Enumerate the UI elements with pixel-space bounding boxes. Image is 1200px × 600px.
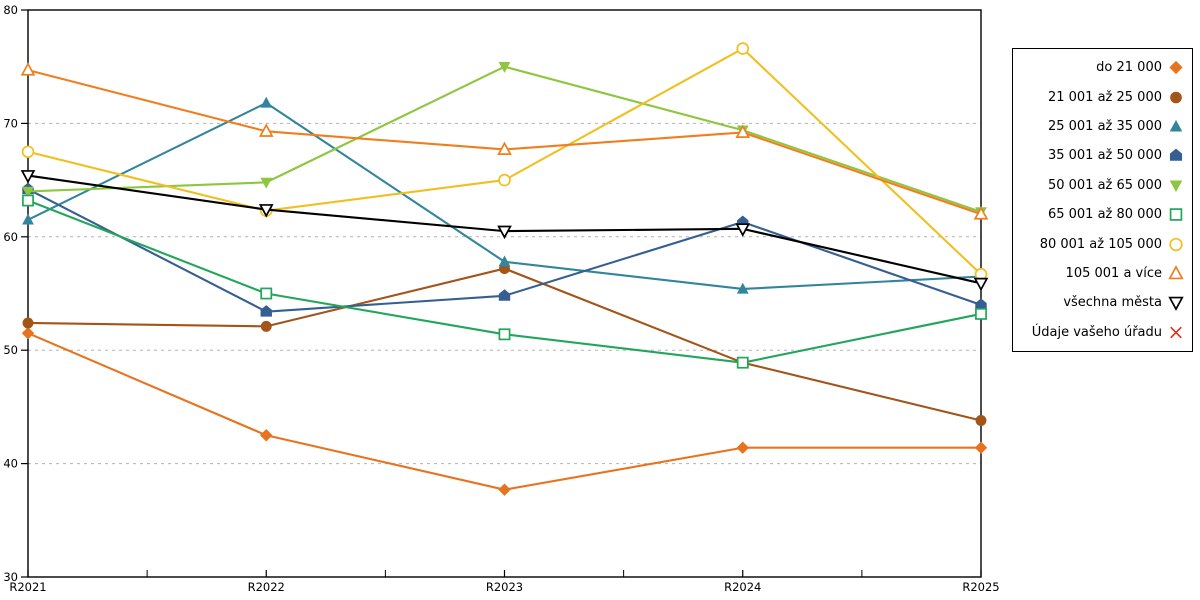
data-point-21-001-a-25-000-r2025 bbox=[975, 415, 987, 426]
data-point-do-21-000-r2021 bbox=[21, 326, 35, 340]
data-point-25-001-a-35-000-r2021 bbox=[22, 213, 34, 225]
data-point-21-001-a-25-000-r2021 bbox=[22, 317, 34, 329]
series-line-80-001-a-105-000 bbox=[27, 47, 982, 275]
x-tick-label-r2022: R2022 bbox=[248, 580, 285, 594]
legend-label: 65 001 až 80 000 bbox=[1047, 207, 1162, 223]
legend-item-25-001-a-35-000: 25 001 až 35 000 bbox=[1017, 112, 1185, 140]
data-point-65-001-a-80-000-r2021 bbox=[22, 194, 34, 207]
data-point-35-001-a-50-000-r2022 bbox=[260, 305, 272, 317]
series-105-001-a-v-ce bbox=[20, 62, 989, 220]
data-point-25-001-a-35-000-r2022 bbox=[260, 96, 273, 108]
data-point-50-001-a-65-000-r2021 bbox=[22, 186, 34, 198]
data-point-v-echna-m-sta-r2021 bbox=[20, 170, 36, 184]
data-point-105-001-a-v-ce-r2021 bbox=[20, 62, 36, 76]
legend-label: Údaje vašeho úřadu bbox=[1031, 324, 1162, 340]
series-v-echna-m-sta bbox=[20, 170, 989, 292]
series-line-do-21-000 bbox=[27, 332, 981, 491]
data-point-105-001-a-v-ce-r2024 bbox=[735, 124, 751, 138]
triangle-down-marker-icon bbox=[1169, 180, 1183, 192]
data-point-65-001-a-80-000-r2024 bbox=[736, 356, 749, 369]
data-point-35-001-a-50-000-r2023 bbox=[498, 289, 511, 301]
legend-item-65-001-a-80-000: 65 001 až 80 000 bbox=[1017, 201, 1185, 229]
x-tick-label-r2021: R2021 bbox=[9, 580, 46, 594]
legend-item-35-001-a-50-000: 35 001 až 50 000 bbox=[1017, 142, 1185, 170]
triangle-down-marker-icon bbox=[1168, 297, 1184, 312]
y-tick-label-30: 30 bbox=[3, 570, 18, 584]
diamond-marker-icon bbox=[1169, 61, 1183, 75]
data-point-50-001-a-65-000-r2022 bbox=[260, 177, 273, 189]
data-point-v-echna-m-sta-r2023 bbox=[497, 225, 512, 240]
y-tick-label-40: 40 bbox=[3, 457, 18, 471]
triangle-up-marker-icon bbox=[1168, 265, 1184, 280]
data-point-80-001-a-105-000-r2021 bbox=[21, 145, 35, 159]
data-point-25-001-a-35-000-r2024 bbox=[736, 282, 749, 294]
data-point-v-echna-m-sta-r2025 bbox=[973, 277, 989, 292]
y-tick-label-60: 60 bbox=[3, 230, 18, 244]
series-65-001-a-80-000 bbox=[22, 194, 987, 369]
x-tick-label-r2024: R2024 bbox=[724, 580, 761, 594]
legend-label: 50 001 až 65 000 bbox=[1047, 177, 1162, 193]
data-point-35-001-a-50-000-r2025 bbox=[975, 298, 987, 310]
legend-item-do-21-000: do 21 000 bbox=[1017, 54, 1185, 82]
pentagon-marker-icon bbox=[1169, 148, 1183, 162]
data-point-80-001-a-105-000-r2023 bbox=[498, 173, 511, 187]
y-tick-label-70: 70 bbox=[3, 116, 18, 130]
legend-label: 35 001 až 50 000 bbox=[1047, 148, 1162, 164]
x-marker-icon bbox=[1170, 326, 1182, 339]
data-point-105-001-a-v-ce-r2022 bbox=[258, 123, 274, 137]
series-35-001-a-50-000 bbox=[22, 182, 987, 317]
series-21-001-a-25-000 bbox=[22, 263, 987, 426]
data-point-105-001-a-v-ce-r2023 bbox=[497, 141, 512, 155]
data-point-50-001-a-65-000-r2023 bbox=[498, 62, 511, 73]
data-point-v-echna-m-sta-r2024 bbox=[735, 223, 751, 237]
series-80-001-a-105-000 bbox=[21, 42, 988, 281]
legend-item-v-echna-m-sta: všechna města bbox=[1017, 289, 1185, 317]
data-point-v-echna-m-sta-r2022 bbox=[258, 204, 274, 218]
legend-item-21-001-a-25-000: 21 001 až 25 000 bbox=[1017, 83, 1185, 111]
data-point-65-001-a-80-000-r2025 bbox=[975, 307, 987, 320]
legend-label: do 21 000 bbox=[1096, 60, 1162, 76]
legend-label: 80 001 až 105 000 bbox=[1039, 236, 1162, 252]
data-point-105-001-a-v-ce-r2025 bbox=[973, 206, 989, 220]
triangle-up-marker-icon bbox=[1169, 119, 1183, 132]
data-point-do-21-000-r2022 bbox=[260, 429, 273, 442]
x-tick-label-r2025: R2025 bbox=[962, 580, 999, 594]
circle-marker-icon bbox=[1169, 237, 1183, 251]
legend: do 21 000 21 001 až 25 000 25 001 až 35 00… bbox=[1012, 48, 1193, 352]
data-point-65-001-a-80-000-r2022 bbox=[260, 287, 273, 300]
legend-label: 105 001 a více bbox=[1065, 265, 1162, 281]
y-tick-label-80: 80 bbox=[3, 3, 18, 17]
x-tick-label-r2023: R2023 bbox=[486, 580, 523, 594]
circle-marker-icon bbox=[1170, 91, 1182, 103]
data-point-25-001-a-35-000-r2023 bbox=[498, 255, 511, 267]
data-point-do-21-000-r2025 bbox=[974, 441, 988, 454]
data-point-do-21-000-r2023 bbox=[498, 483, 511, 496]
legend-label: 25 001 až 35 000 bbox=[1047, 118, 1162, 134]
data-point-21-001-a-25-000-r2022 bbox=[260, 320, 272, 332]
series-do-21-000 bbox=[21, 326, 988, 496]
legend-item-80-001-a-105-000: 80 001 až 105 000 bbox=[1017, 230, 1185, 258]
data-point-do-21-000-r2024 bbox=[736, 441, 749, 454]
square-marker-icon bbox=[1169, 208, 1183, 221]
legend-item-daje-va-eho-adu: Údaje vašeho úřadu bbox=[1017, 318, 1185, 346]
y-tick-label-50: 50 bbox=[3, 343, 18, 357]
legend-item-105-001-a-v-ce: 105 001 a více bbox=[1017, 259, 1185, 287]
series-50-001-a-65-000 bbox=[22, 62, 987, 219]
legend-label: všechna města bbox=[1063, 295, 1162, 311]
legend-item-50-001-a-65-000: 50 001 až 65 000 bbox=[1017, 171, 1185, 199]
data-point-65-001-a-80-000-r2023 bbox=[498, 328, 511, 341]
legend-label: 21 001 až 25 000 bbox=[1047, 89, 1162, 105]
data-point-80-001-a-105-000-r2024 bbox=[736, 42, 750, 55]
